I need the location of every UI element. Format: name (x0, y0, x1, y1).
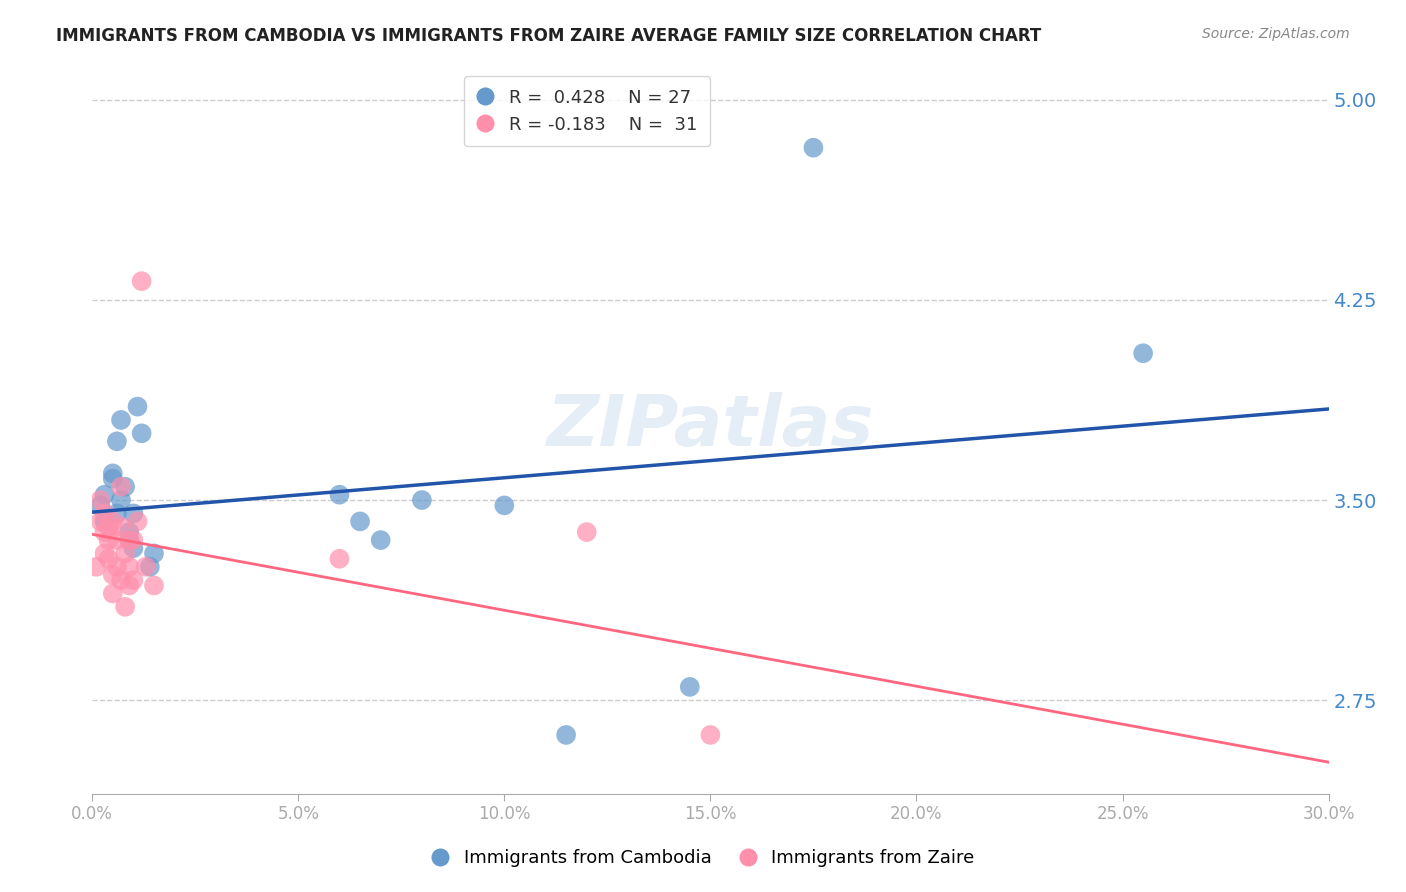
Point (105, 533, 128, 547)
Point (127, 400, 149, 414)
Point (122, 507, 145, 521)
Point (105, 559, 128, 574)
Point (411, 493, 433, 508)
Legend: R =  0.428    N = 27, R = -0.183    N =  31: R = 0.428 N = 27, R = -0.183 N = 31 (464, 76, 710, 146)
Point (118, 533, 141, 547)
Point (110, 413, 132, 427)
Point (118, 533, 141, 547)
Legend: Immigrants from Cambodia, Immigrants from Zaire: Immigrants from Cambodia, Immigrants fro… (425, 842, 981, 874)
Point (328, 488, 350, 502)
Point (139, 559, 162, 574)
Point (114, 599, 136, 614)
Point (93, 546, 115, 560)
Point (93, 507, 115, 521)
Point (349, 515, 371, 529)
Point (114, 546, 136, 560)
Point (575, 524, 598, 539)
Point (118, 559, 141, 574)
Point (118, 578, 141, 592)
Point (93, 524, 115, 539)
Point (122, 533, 145, 547)
Point (97, 520, 120, 534)
Point (679, 680, 702, 694)
Point (93, 488, 115, 502)
Point (122, 573, 145, 587)
Point (118, 524, 141, 539)
Point (328, 551, 350, 566)
Point (89, 493, 111, 508)
Point (84, 559, 107, 574)
Point (110, 480, 132, 494)
Point (143, 578, 166, 592)
Point (494, 499, 516, 513)
Point (110, 493, 132, 508)
Point (101, 567, 124, 582)
Text: Source: ZipAtlas.com: Source: ZipAtlas.com (1202, 27, 1350, 41)
Point (114, 480, 136, 494)
Text: ZIPatlas: ZIPatlas (547, 392, 875, 461)
Point (105, 434, 128, 449)
Point (122, 541, 145, 555)
Point (89, 499, 111, 513)
Point (101, 586, 124, 600)
Point (131, 274, 153, 288)
Point (101, 467, 124, 481)
Point (699, 728, 721, 742)
Point (143, 546, 166, 560)
Point (370, 533, 392, 547)
Point (1132, 346, 1154, 360)
Point (101, 515, 124, 529)
Point (110, 573, 132, 587)
Point (89, 515, 111, 529)
Point (135, 559, 157, 574)
Point (803, 141, 825, 155)
Point (105, 507, 128, 521)
Point (93, 515, 115, 529)
Point (555, 728, 578, 742)
Point (97, 551, 120, 566)
Point (110, 520, 132, 534)
Text: IMMIGRANTS FROM CAMBODIA VS IMMIGRANTS FROM ZAIRE AVERAGE FAMILY SIZE CORRELATIO: IMMIGRANTS FROM CAMBODIA VS IMMIGRANTS F… (56, 27, 1042, 45)
Point (97, 533, 120, 547)
Point (101, 472, 124, 486)
Point (131, 426, 153, 441)
Point (127, 515, 149, 529)
